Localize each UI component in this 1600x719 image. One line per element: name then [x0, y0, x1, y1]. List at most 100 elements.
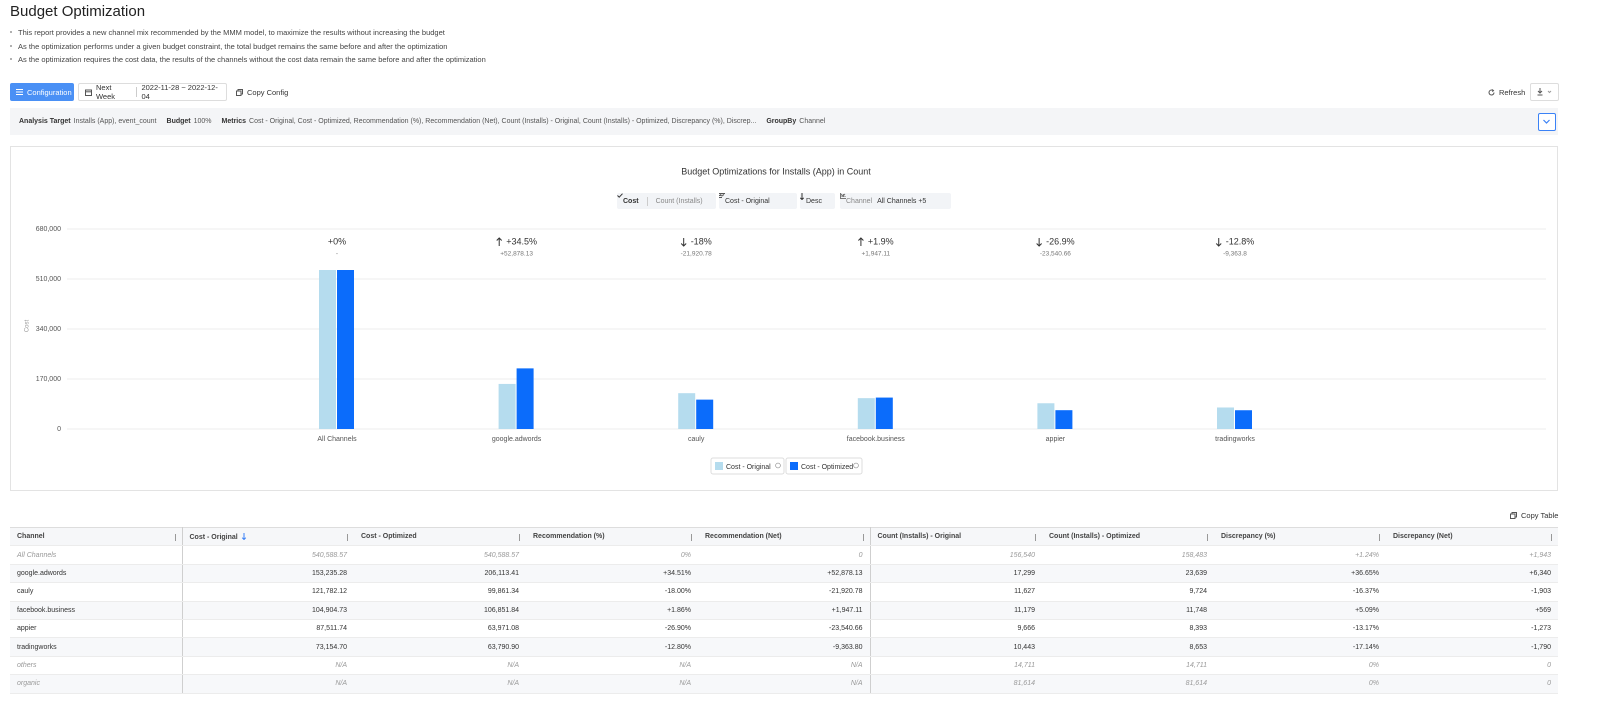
column-menu [1551, 534, 1552, 541]
column-header[interactable]: Count (Installs) - Original [870, 526, 1042, 547]
column-menu [347, 534, 348, 541]
column-header[interactable]: Recommendation (Net) [698, 526, 871, 547]
channel-filter[interactable]: Channel All Channels +5 [840, 193, 951, 209]
table-cell: 14,711 [1042, 656, 1214, 676]
configuration-button[interactable]: Configuration [10, 83, 74, 101]
metric-toggle[interactable]: Cost Count (Installs) [617, 193, 716, 209]
summary-item: Metrics Cost - Original, Cost - Optimized… [222, 118, 757, 125]
y-tick-label: 340,000 [36, 326, 61, 333]
sort-order-label: Desc [806, 197, 822, 205]
y-tick-label: 510,000 [36, 276, 61, 283]
x-tick-label: All Channels [317, 436, 357, 443]
column-header[interactable]: Cost - Optimized [354, 526, 526, 547]
change-label: -26.9% [1046, 236, 1075, 246]
refresh-label: Refresh [1499, 87, 1526, 97]
table-row: facebook.business 104,904.73 106,851.84 +1.… [10, 601, 1558, 620]
column-label: Cost - Optimized [361, 533, 417, 541]
column-menu [1207, 534, 1208, 541]
table-cell: 106,851.84 [354, 601, 526, 620]
column-menu [174, 534, 176, 541]
column-header[interactable]: Discrepancy (Net) [1386, 526, 1558, 547]
table-cell: 9,666 [870, 619, 1042, 639]
filter-label: Channel [846, 197, 873, 205]
copy-config-button[interactable]: Copy Config [236, 83, 288, 101]
table-cell: 11,179 [870, 601, 1042, 620]
bar [498, 383, 516, 429]
net-label: - [336, 251, 338, 258]
summary-label: Metrics [221, 118, 247, 125]
table-cell: 153,235.28 [182, 564, 354, 584]
column-header[interactable]: Count (Installs) - Optimized [1042, 526, 1214, 547]
table-cell: N/A [354, 656, 526, 676]
table-cell: +34.51% [526, 564, 698, 584]
note: As the optimization performs under a giv… [10, 40, 486, 54]
table-cell: 0% [526, 545, 698, 565]
net-label: +52,878.13 [500, 251, 533, 258]
column-header[interactable]: Cost - Original [182, 526, 354, 547]
column-header[interactable]: Channel [10, 526, 183, 547]
table-cell: N/A [698, 674, 871, 694]
table-cell: -12.80% [526, 637, 698, 657]
net-label: +1,947.11 [861, 251, 890, 258]
table-cell: +1.24% [1214, 545, 1386, 565]
info-icon [775, 462, 781, 469]
table-cell: +1,943 [1386, 545, 1558, 565]
legend-label: Cost - Optimized [801, 464, 853, 471]
copy-table-button[interactable]: Copy Table [1510, 506, 1558, 524]
filter-icon [840, 193, 846, 199]
table-cell: +36.65% [1214, 564, 1386, 584]
table-row: appier 87,511.74 63,971.08 -26.90% -23,540.6… [10, 619, 1558, 639]
refresh-button[interactable]: Refresh [1488, 83, 1525, 101]
check-icon [617, 193, 623, 198]
column-header[interactable]: Discrepancy (%) [1214, 526, 1386, 547]
sort-order[interactable]: Desc [800, 193, 835, 209]
table-cell: 11,748 [1042, 601, 1214, 620]
change-label: -12.8% [1226, 236, 1255, 246]
calendar-icon [85, 89, 92, 96]
bar [1217, 407, 1234, 429]
copy-config-label: Copy Config [247, 87, 289, 97]
chevron-icon [719, 193, 725, 197]
table-cell: 8,393 [1042, 619, 1214, 639]
chevron-icon [1543, 119, 1550, 124]
date-picker[interactable]: Next Week 2022-11-28 ~ 2022-12-04 [78, 83, 227, 101]
bar [1037, 403, 1055, 429]
table-cell: -1,903 [1386, 582, 1558, 602]
table-cell: -9,363.80 [698, 637, 871, 657]
download-icon [1537, 88, 1551, 96]
copy-icon [1510, 511, 1517, 519]
summary-label: Analysis Target [19, 118, 71, 125]
info-icon [853, 462, 859, 469]
table-cell: N/A [182, 674, 354, 694]
sort-select[interactable]: Cost - Original [719, 193, 797, 209]
table-cell: cauly [10, 582, 183, 602]
legend-swatch [715, 462, 723, 470]
download-button[interactable] [1530, 83, 1559, 101]
chevron-icon [840, 193, 846, 197]
table-cell: 9,724 [1042, 582, 1214, 602]
expand-button[interactable] [1538, 113, 1556, 131]
x-tick-label: google.adwords [492, 436, 542, 443]
table-cell: +569 [1386, 601, 1558, 620]
x-tick-label: facebook.business [847, 436, 905, 443]
table-cell: appier [10, 619, 183, 639]
metric-other[interactable]: Count (Installs) [655, 197, 703, 205]
table-cell: 8,653 [1042, 637, 1214, 657]
separator [136, 87, 138, 97]
table-cell: 73,154.70 [182, 637, 354, 657]
table-row: tradingworks 73,154.70 63,790.90 -12.80% -9,… [10, 637, 1558, 657]
note: This report provides a new channel mix r… [10, 26, 486, 40]
table-cell: 121,782.12 [182, 582, 354, 602]
table-cell: -21,920.78 [698, 582, 871, 602]
summary-value: Installs (App), event_count [73, 118, 157, 125]
table-cell: 81,614 [1042, 674, 1214, 694]
table-cell: -23,540.66 [698, 619, 871, 639]
column-header[interactable]: Recommendation (%) [526, 526, 698, 547]
copy-icon [236, 88, 243, 96]
table-cell: +6,340 [1386, 564, 1558, 584]
table-cell: 14,711 [870, 656, 1042, 676]
chart-title: Budget Optimizations for Installs (App) … [681, 166, 871, 176]
column-label: Cost - Original [189, 533, 238, 541]
table-cell: 99,861.34 [354, 582, 526, 602]
column-label: Discrepancy (%) [1221, 533, 1276, 541]
